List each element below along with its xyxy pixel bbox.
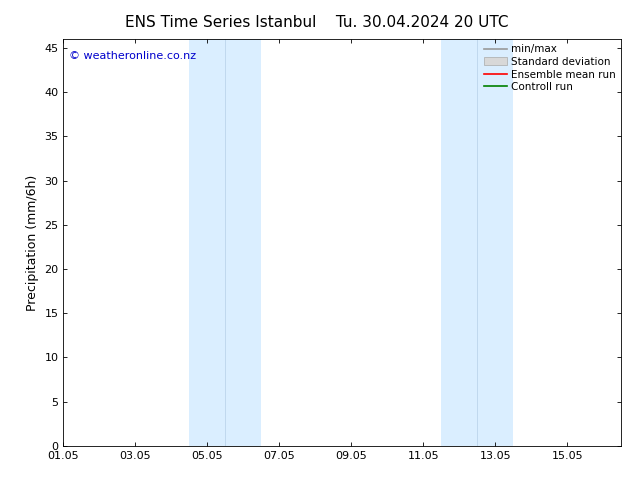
- Bar: [190, 39, 261, 446]
- Y-axis label: Precipitation (mm/6h): Precipitation (mm/6h): [26, 174, 39, 311]
- Bar: [441, 39, 514, 446]
- Text: © weatheronline.co.nz: © weatheronline.co.nz: [69, 51, 196, 61]
- Legend: min/max, Standard deviation, Ensemble mean run, Controll run: min/max, Standard deviation, Ensemble me…: [482, 42, 618, 94]
- Text: ENS Time Series Istanbul    Tu. 30.04.2024 20 UTC: ENS Time Series Istanbul Tu. 30.04.2024 …: [126, 15, 508, 30]
